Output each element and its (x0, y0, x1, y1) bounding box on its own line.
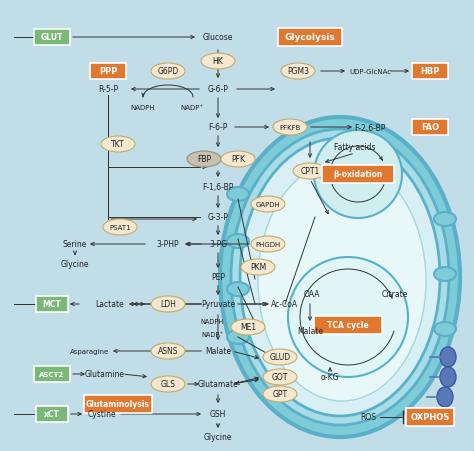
FancyBboxPatch shape (36, 406, 68, 422)
Circle shape (314, 131, 402, 219)
Ellipse shape (221, 152, 255, 168)
Ellipse shape (281, 64, 315, 80)
Text: TCA cycle: TCA cycle (327, 321, 369, 330)
Text: GOT: GOT (272, 373, 288, 382)
Text: Pyruvate: Pyruvate (201, 300, 235, 309)
Ellipse shape (151, 376, 185, 392)
Ellipse shape (240, 139, 440, 416)
Text: GAPDH: GAPDH (255, 202, 281, 207)
Text: Ac-CoA: Ac-CoA (272, 300, 299, 309)
Ellipse shape (251, 197, 285, 212)
Ellipse shape (151, 64, 185, 80)
Ellipse shape (151, 343, 185, 359)
Text: G6PD: G6PD (157, 67, 179, 76)
Text: PEP: PEP (211, 273, 225, 282)
Ellipse shape (434, 212, 456, 226)
Text: PPP: PPP (99, 67, 117, 76)
Text: FBP: FBP (197, 155, 211, 164)
Ellipse shape (101, 137, 135, 152)
Text: Malate: Malate (297, 327, 323, 336)
FancyBboxPatch shape (84, 395, 152, 413)
Ellipse shape (201, 54, 235, 70)
Text: HBP: HBP (420, 67, 440, 76)
Text: HK: HK (213, 57, 223, 66)
Text: PGM3: PGM3 (287, 67, 309, 76)
Text: Glutamine: Glutamine (85, 370, 125, 379)
Text: 3-PG: 3-PG (209, 240, 227, 249)
Text: Cystine: Cystine (88, 410, 116, 419)
Text: GPT: GPT (273, 390, 288, 399)
Text: Glutaminolysis: Glutaminolysis (86, 400, 150, 409)
Text: OXPHOS: OXPHOS (410, 413, 450, 422)
Ellipse shape (263, 386, 297, 402)
Text: FAO: FAO (421, 123, 439, 132)
Ellipse shape (151, 296, 185, 312)
Text: F-2,6-BP: F-2,6-BP (354, 123, 386, 132)
Ellipse shape (227, 282, 249, 296)
Text: Citrate: Citrate (382, 290, 408, 299)
Ellipse shape (258, 161, 426, 401)
FancyBboxPatch shape (34, 30, 70, 46)
Text: G-6-P: G-6-P (208, 85, 228, 94)
Ellipse shape (273, 120, 307, 136)
Ellipse shape (434, 267, 456, 281)
Text: Glucose: Glucose (203, 33, 233, 42)
Text: OAA: OAA (304, 290, 320, 299)
Text: NADP⁺: NADP⁺ (181, 105, 203, 111)
Text: ASCT2: ASCT2 (39, 371, 64, 377)
FancyBboxPatch shape (34, 366, 70, 382)
Text: UDP-GlcNAc: UDP-GlcNAc (349, 69, 391, 75)
Text: PHGDH: PHGDH (255, 241, 281, 248)
Ellipse shape (293, 164, 327, 179)
Text: F-1,6-BP: F-1,6-BP (202, 183, 234, 192)
Text: β-oxidation: β-oxidation (333, 170, 383, 179)
Ellipse shape (227, 235, 249, 249)
Text: NADPH: NADPH (201, 318, 224, 324)
Ellipse shape (187, 152, 221, 168)
Text: PFKFB: PFKFB (279, 125, 301, 131)
Text: 3-PHP: 3-PHP (157, 240, 179, 249)
Text: Serine: Serine (63, 240, 87, 249)
Text: ME1: ME1 (240, 323, 256, 332)
Text: PSAT1: PSAT1 (109, 225, 131, 230)
Ellipse shape (220, 118, 460, 437)
Text: GLUD: GLUD (269, 353, 291, 362)
Ellipse shape (231, 319, 265, 335)
FancyBboxPatch shape (36, 296, 68, 313)
Text: NADP⁺: NADP⁺ (201, 331, 223, 337)
Text: TKT: TKT (111, 140, 125, 149)
Text: ASNS: ASNS (158, 347, 178, 356)
Text: F-6-P: F-6-P (208, 123, 228, 132)
Text: Fatty acids: Fatty acids (334, 143, 376, 152)
Text: G-3-P: G-3-P (208, 213, 228, 222)
Text: Lactate: Lactate (96, 300, 124, 309)
Text: ROS: ROS (360, 413, 376, 422)
Circle shape (288, 258, 408, 377)
Text: CPT1: CPT1 (301, 167, 319, 176)
Text: GLS: GLS (161, 380, 175, 389)
Text: Glycolysis: Glycolysis (284, 33, 336, 42)
Ellipse shape (440, 347, 456, 367)
Text: Glutamate: Glutamate (198, 380, 238, 389)
Text: R-5-P: R-5-P (98, 85, 118, 94)
Ellipse shape (434, 322, 456, 336)
FancyBboxPatch shape (322, 166, 394, 184)
Text: xCT: xCT (44, 410, 60, 419)
FancyBboxPatch shape (314, 316, 382, 334)
Ellipse shape (440, 367, 456, 387)
FancyBboxPatch shape (412, 64, 448, 80)
Ellipse shape (241, 259, 275, 276)
Text: MCT: MCT (43, 300, 61, 309)
Ellipse shape (437, 387, 453, 407)
FancyBboxPatch shape (90, 64, 126, 80)
Text: Malate: Malate (205, 347, 231, 356)
Text: PKM: PKM (250, 263, 266, 272)
Ellipse shape (227, 188, 249, 202)
Text: α-KG: α-KG (321, 373, 339, 382)
Text: Asparagine: Asparagine (70, 348, 109, 354)
Ellipse shape (231, 130, 449, 425)
Text: PFK: PFK (231, 155, 245, 164)
Ellipse shape (103, 220, 137, 235)
Text: Glycine: Glycine (204, 433, 232, 442)
